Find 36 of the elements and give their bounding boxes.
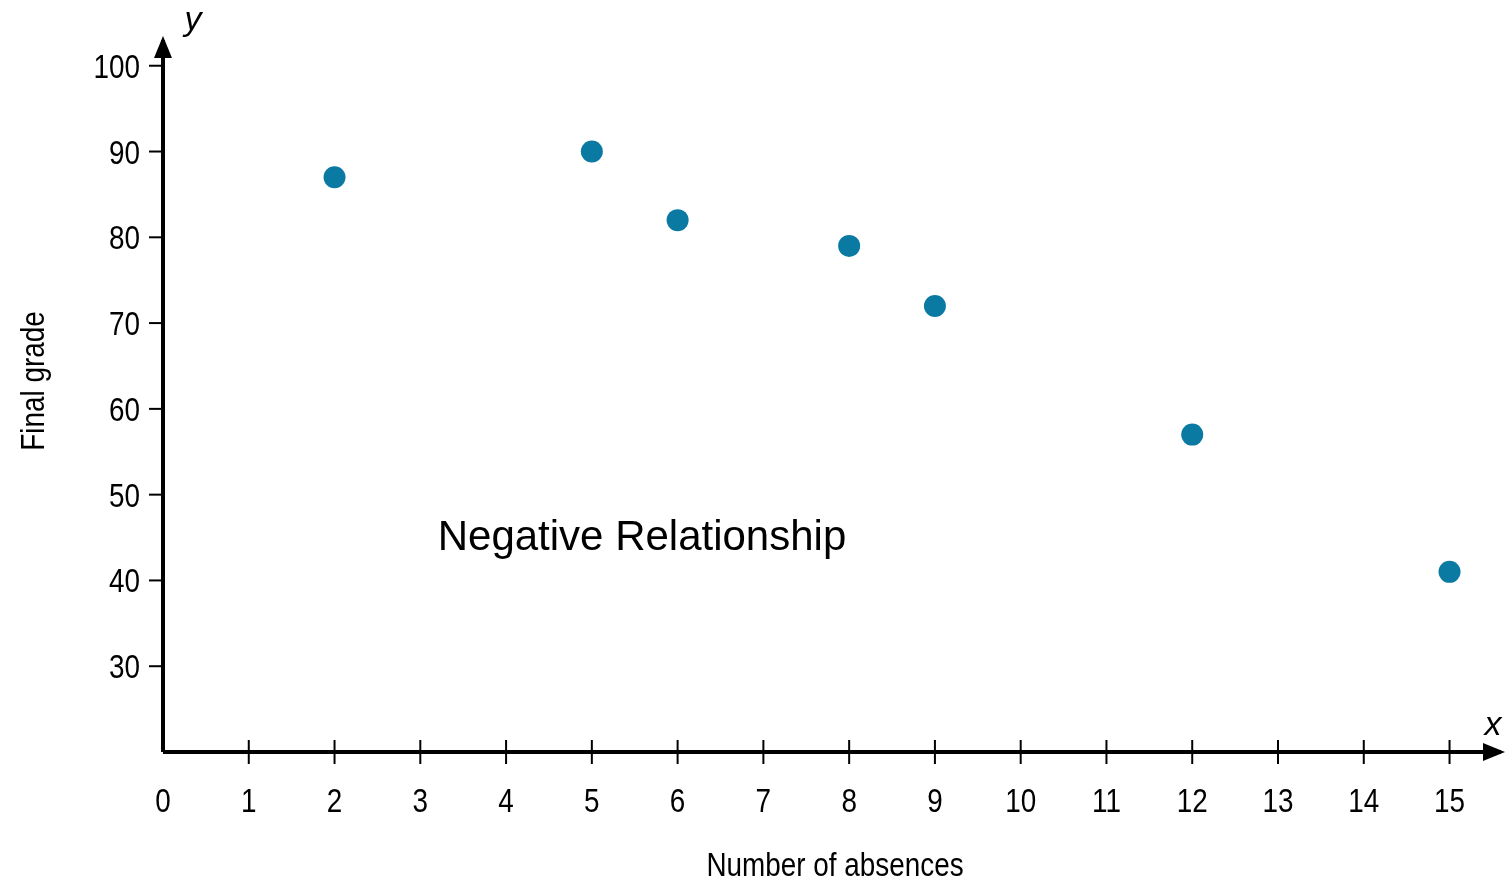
- y-tick-label: 70: [108, 304, 140, 343]
- y-tick-label: 100: [93, 47, 140, 86]
- x-tick-label: 1: [241, 781, 257, 820]
- point: [323, 166, 346, 189]
- point: [580, 140, 603, 163]
- text: y: [182, 0, 204, 37]
- x-tick-label: 13: [1262, 781, 1294, 820]
- point: [1181, 423, 1204, 446]
- point: [666, 209, 689, 232]
- x-tick-label: 12: [1176, 781, 1208, 820]
- x-tick-label: 6: [669, 781, 686, 820]
- y-tick-label: 30: [108, 647, 140, 686]
- x-tick-label: 0: [155, 781, 171, 820]
- y-tick-label: 90: [108, 132, 140, 172]
- x-tick-label: 3: [412, 781, 429, 820]
- point: [923, 294, 946, 317]
- y-axis-title: Final grade: [13, 311, 52, 451]
- point: [838, 234, 861, 257]
- x-tick-label: 7: [755, 781, 772, 820]
- x-tick-label: 9: [927, 781, 943, 820]
- point: [1438, 560, 1461, 583]
- y-tick-label: 40: [108, 561, 140, 601]
- x-tick-label: 5: [584, 781, 600, 820]
- y-tick-label: 80: [108, 218, 140, 257]
- x-tick-label: 2: [326, 781, 343, 820]
- x-tick-label: 11: [1091, 781, 1121, 820]
- y-tick-label: 50: [108, 476, 140, 515]
- x-tick-label: 10: [1005, 781, 1037, 820]
- x-tick-label: 4: [498, 781, 514, 820]
- x-axis-title: Number of absences: [706, 845, 964, 884]
- y-tick-label: 60: [108, 390, 140, 429]
- x-tick-label: 8: [841, 781, 857, 820]
- annotation: x: [1482, 704, 1503, 742]
- x-tick-label: 15: [1434, 781, 1466, 820]
- annotation: Negative Relationship: [437, 512, 847, 559]
- x-tick-label: 14: [1348, 781, 1380, 820]
